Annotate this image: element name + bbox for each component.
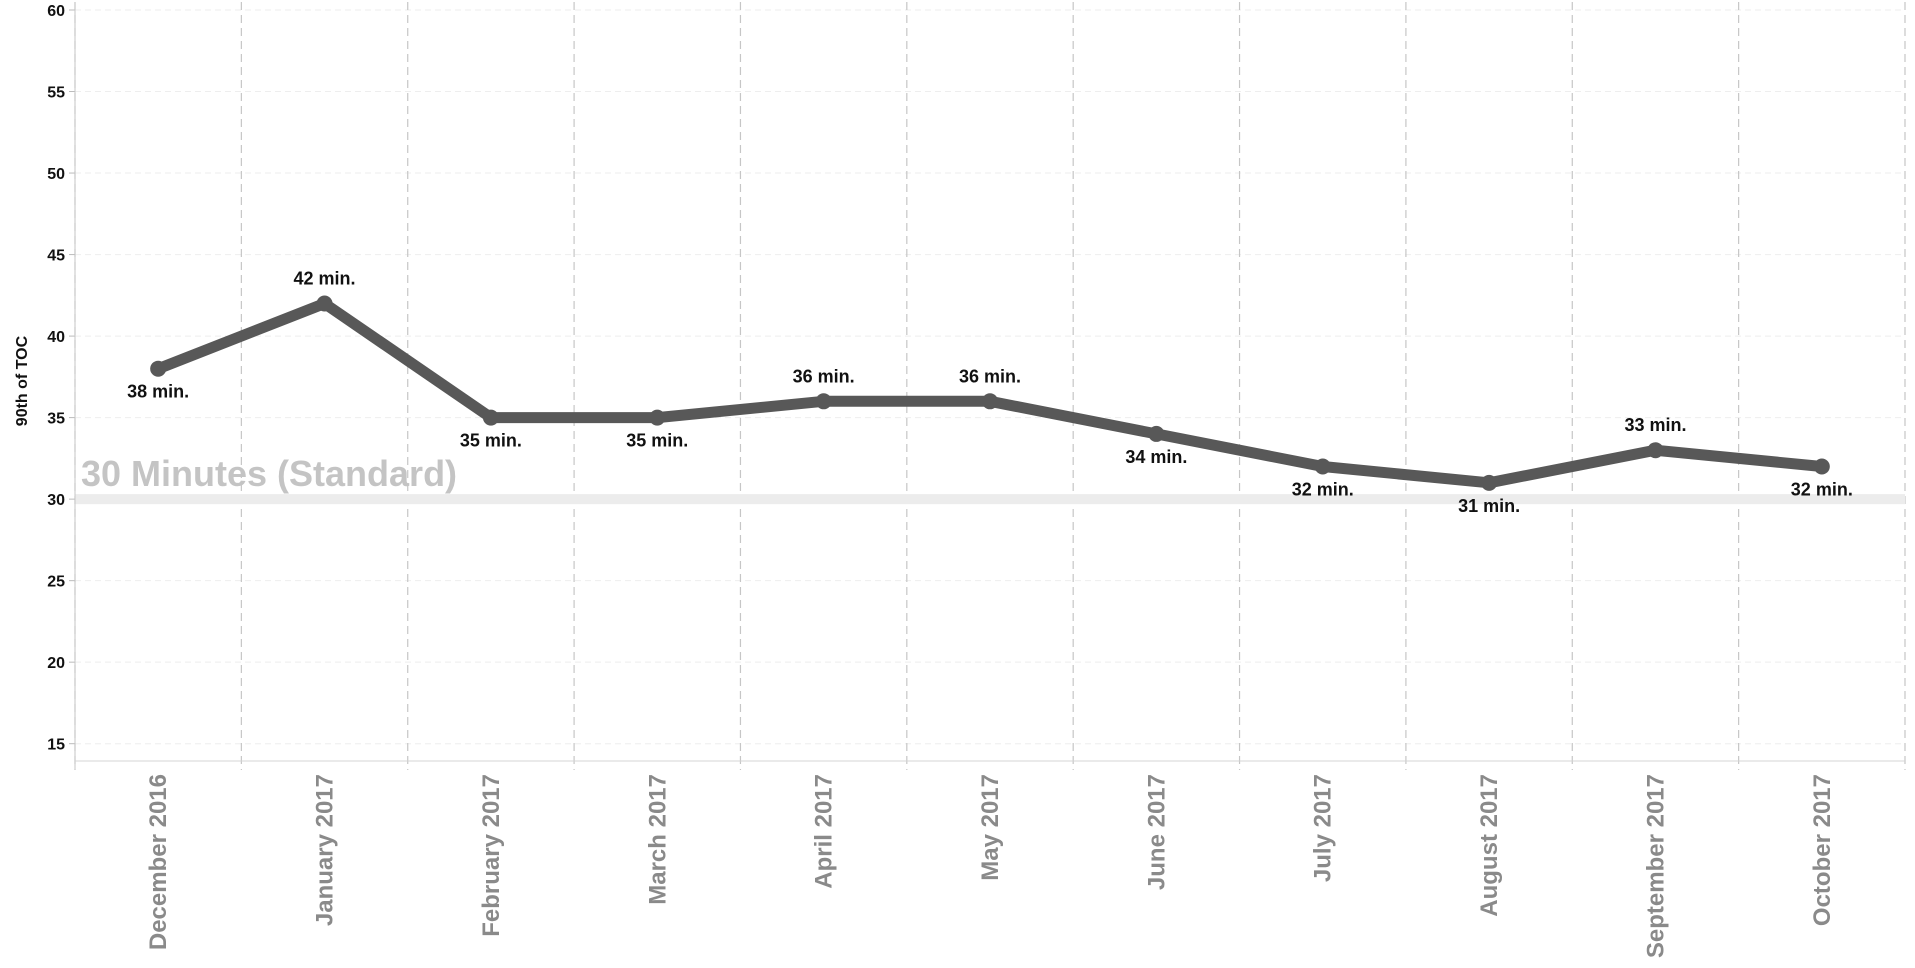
data-point-10 bbox=[1813, 458, 1830, 475]
y-tick-label-20: 20 bbox=[47, 655, 65, 672]
data-point-1 bbox=[316, 295, 333, 312]
data-label-3: 35 min. bbox=[626, 431, 688, 451]
data-point-5 bbox=[982, 393, 998, 410]
data-point-6 bbox=[1148, 425, 1165, 442]
x-tick-label-1: January 2017 bbox=[312, 774, 339, 926]
data-label-7: 32 min. bbox=[1292, 480, 1354, 500]
series-group bbox=[150, 295, 1830, 491]
x-tick-label-10: October 2017 bbox=[1809, 774, 1836, 926]
data-label-8: 31 min. bbox=[1458, 496, 1520, 516]
x-tick-label-8: August 2017 bbox=[1476, 774, 1503, 917]
x-tick-label-0: December 2016 bbox=[145, 774, 172, 950]
x-tick-label-4: April 2017 bbox=[811, 774, 838, 889]
y-tick-label-40: 40 bbox=[47, 329, 65, 346]
y-tick-label-15: 15 bbox=[47, 737, 65, 754]
y-tick-label-55: 55 bbox=[47, 85, 65, 102]
reference-line-group: 30 Minutes (Standard) bbox=[75, 453, 1905, 505]
y-tick-label-30: 30 bbox=[47, 492, 65, 509]
x-tick-label-7: July 2017 bbox=[1310, 774, 1337, 882]
x-tick-label-5: May 2017 bbox=[977, 774, 1004, 881]
y-axis-label: 90th of TOC bbox=[14, 335, 31, 426]
data-label-5: 36 min. bbox=[959, 366, 1021, 386]
x-tick-label-6: June 2017 bbox=[1143, 774, 1170, 890]
x-tick-label-2: February 2017 bbox=[478, 774, 505, 937]
data-label-1: 42 min. bbox=[294, 268, 356, 288]
data-label-6: 34 min. bbox=[1125, 447, 1187, 467]
x-tick-label-3: March 2017 bbox=[644, 774, 671, 905]
data-point-0 bbox=[150, 360, 167, 377]
data-label-4: 36 min. bbox=[793, 366, 855, 386]
reference-line bbox=[75, 494, 1905, 505]
data-point-9 bbox=[1647, 442, 1664, 459]
x-tick-label-9: September 2017 bbox=[1642, 774, 1669, 958]
data-point-4 bbox=[815, 393, 832, 410]
data-point-8 bbox=[1481, 474, 1498, 491]
data-point-2 bbox=[482, 409, 499, 426]
y-tick-label-35: 35 bbox=[47, 411, 65, 428]
data-label-0: 38 min. bbox=[127, 382, 189, 402]
data-point-7 bbox=[1314, 458, 1331, 475]
data-label-2: 35 min. bbox=[460, 431, 522, 451]
data-point-3 bbox=[649, 409, 666, 426]
y-tick-label-50: 50 bbox=[47, 166, 65, 183]
data-labels: 38 min. 42 min. 35 min. 35 min. 36 min. 36 mi… bbox=[127, 268, 1853, 515]
y-tick-label-60: 60 bbox=[47, 3, 65, 20]
axes: 15 20 25 30 35 40 45 50 55 60 December 2016 January… bbox=[47, 2, 1905, 958]
data-label-9: 33 min. bbox=[1624, 415, 1686, 435]
data-label-10: 32 min. bbox=[1791, 480, 1853, 500]
reference-line-label: 30 Minutes (Standard) bbox=[81, 453, 457, 494]
y-tick-label-45: 45 bbox=[47, 248, 65, 265]
y-tick-label-25: 25 bbox=[47, 574, 65, 591]
